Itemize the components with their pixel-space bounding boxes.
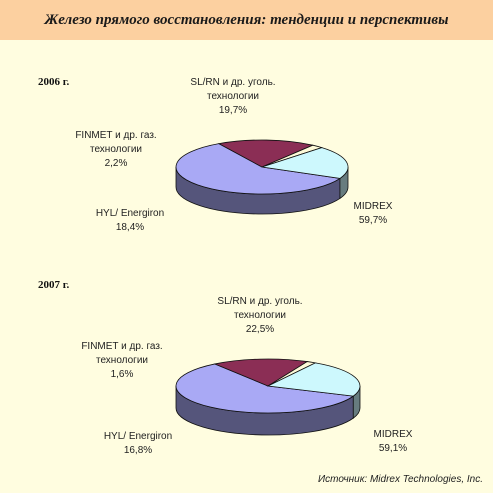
label-2006-slrn-line1: SL/RN и др. уголь. [190, 77, 276, 88]
pie-2007-hyl-slice [213, 358, 309, 387]
label-2007-hyl-value: 16,8% [123, 445, 153, 456]
label-2006-slrn: SL/RN и др. уголь. технологии 19,7% [178, 76, 288, 118]
label-2007-slrn: SL/RN и др. уголь. технологии 22,5% [205, 295, 315, 337]
pie-2007-slrn-slice [266, 362, 361, 397]
label-2007-finmet: FINMET и др. газ. технологии 1,6% [72, 340, 172, 382]
label-2007-midrex: MIDREX 59,1% [358, 428, 428, 456]
label-2006-midrex-value: 59,7% [358, 215, 388, 226]
label-2007-slrn-line1: SL/RN и др. уголь. [217, 296, 303, 307]
label-2006-midrex-line1: MIDREX [353, 201, 393, 212]
page-header: Железо прямого восстановления: тенденции… [0, 0, 493, 40]
label-2007-midrex-value: 59,1% [378, 443, 408, 454]
label-2007-finmet-line1: FINMET и др. газ. [81, 341, 163, 352]
chart-2007-title: 2007 г. [38, 279, 70, 291]
label-2006-finmet-value: 2,2% [104, 158, 128, 169]
pie-2006-hyl-slice [217, 139, 315, 168]
label-2007-hyl-line1: HYL/ Energiron [103, 431, 173, 442]
pie-2006-midrex-slice [175, 143, 342, 195]
label-2007-midrex-line1: MIDREX [373, 429, 413, 440]
label-2006-slrn-value: 19,7% [218, 105, 248, 116]
label-2006-finmet: FINMET и др. газ. технологии 2,2% [66, 129, 166, 171]
label-2006-hyl-line1: HYL/ Energiron [95, 208, 165, 219]
chart-2006-title: 2006 г. [38, 76, 70, 88]
label-2007-slrn-value: 22,5% [245, 324, 275, 335]
label-2007-finmet-value: 1,6% [110, 369, 134, 380]
source-note: Источник: Midrex Technologies, Inc. [317, 474, 483, 485]
pie-2006-slrn-slice [261, 147, 349, 179]
pie-2007-midrex-slice [175, 363, 355, 414]
label-2006-finmet-line2: технологии [89, 144, 142, 155]
page-title: Железо прямого восстановления: тенденции… [44, 11, 449, 28]
label-2007-hyl: HYL/ Energiron 16,8% [88, 430, 188, 458]
label-2006-hyl: HYL/ Energiron 18,4% [80, 207, 180, 235]
label-2007-slrn-line2: технологии [233, 310, 286, 321]
label-2006-finmet-line1: FINMET и др. газ. [75, 130, 157, 141]
label-2006-hyl-value: 18,4% [115, 222, 145, 233]
label-2006-slrn-line2: технологии [206, 91, 259, 102]
label-2006-midrex: MIDREX 59,7% [338, 200, 408, 228]
label-2007-finmet-line2: технологии [95, 355, 148, 366]
